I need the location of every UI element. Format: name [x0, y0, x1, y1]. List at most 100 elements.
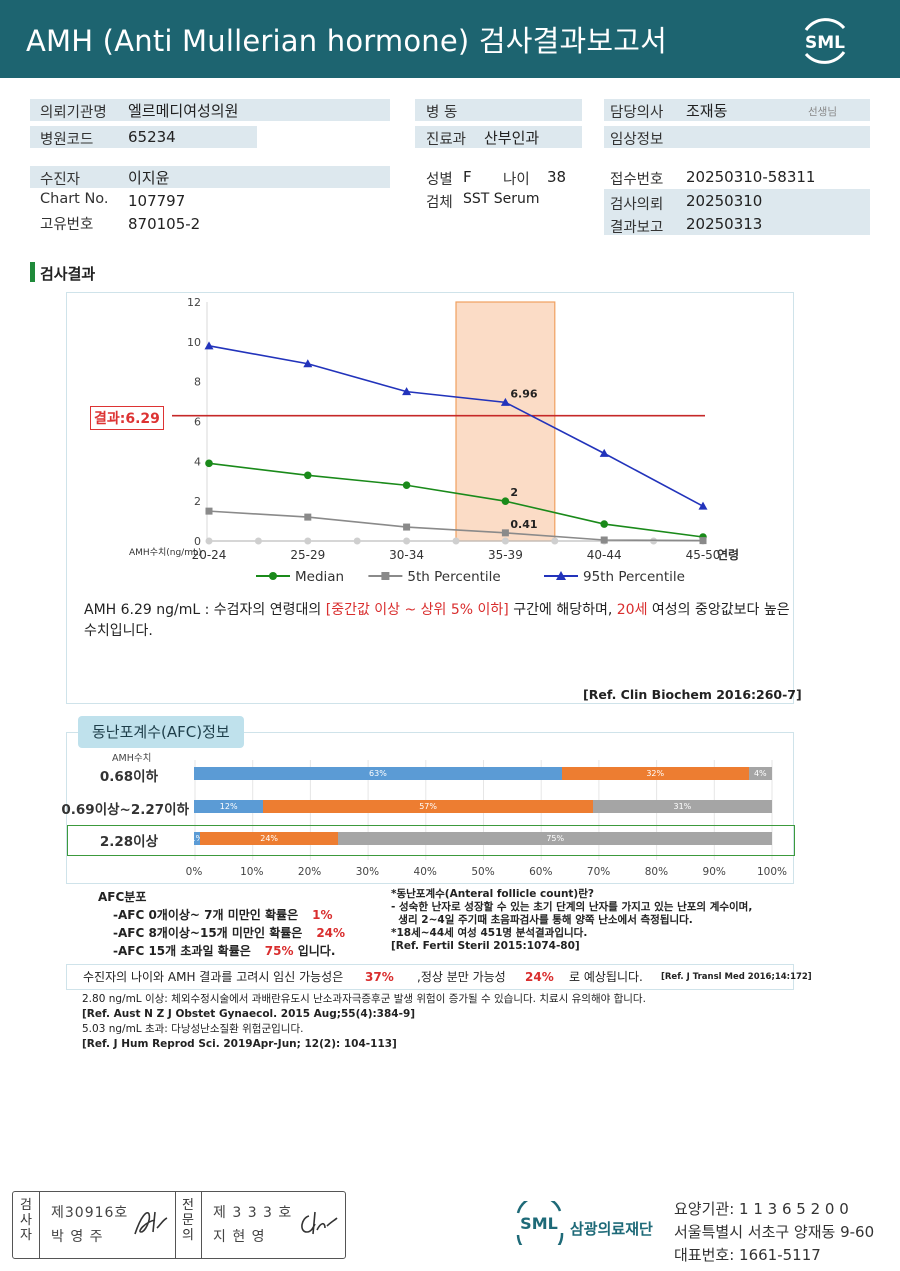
afc-dist-row: -AFC 15개 초과일 확률은 75% 입니다.	[113, 942, 345, 960]
unique-no-label: 고유번호	[40, 217, 94, 233]
afc-segment: 31%	[592, 800, 772, 813]
x-tick-label: 25-29	[290, 548, 325, 562]
afc-bar: 1%24%75%	[194, 832, 772, 845]
requesting-org-value: 엘르메디여성의원	[128, 102, 239, 120]
x-axis-dot	[452, 537, 460, 545]
afc-amh-label: AMH수치	[112, 753, 152, 764]
note-ref: [Ref. J Hum Reprod Sci. 2019Apr-Jun; 12(…	[82, 1038, 397, 1050]
doctor-value: 조재동	[686, 102, 728, 120]
y-axis-label: AMH수치(ng/mL)	[129, 546, 202, 558]
afc-tick-label: 60%	[529, 866, 553, 878]
x-tick-label: 20-24	[192, 548, 227, 562]
chart-description: AMH 6.29 ng/mL : 수검자의 연령대의 [중간값 이상 ~ 상위 …	[84, 600, 800, 642]
sml-logo-text: SML	[805, 33, 845, 53]
info-bar-clinical	[604, 126, 870, 148]
x-axis-dot	[403, 537, 411, 545]
description-part3: 여성의 중앙값보다 높은 수치입니다.	[84, 602, 790, 639]
sml-logo-icon: SML	[804, 18, 846, 64]
afc-def-line: *18세~44세 여성 451명 분석결과입니다.	[391, 927, 588, 939]
data-point	[204, 341, 214, 350]
inspector-name: 박 영 주	[51, 1229, 104, 1245]
afc-title-tab: 동난포계수(AFC)정보	[78, 716, 244, 748]
y-tick-label: 6	[194, 416, 201, 429]
data-point	[501, 497, 510, 505]
description-part1: AMH 6.29 ng/mL : 수검자의 연령대의	[84, 602, 326, 618]
clinical-info-label: 임상정보	[610, 132, 664, 148]
afc-tick-label: 50%	[471, 866, 495, 878]
afc-segment: 32%	[561, 767, 749, 780]
legend-marker	[556, 571, 566, 580]
specimen-value: SST Serum	[463, 191, 540, 207]
note-line: 5.03 ng/mL 초과: 다낭성난소질환 위험군입니다.	[82, 1023, 304, 1035]
data-point	[304, 471, 312, 480]
y-tick-label: 2	[194, 495, 201, 508]
afc-segment: 75%	[338, 832, 772, 845]
afc-dist-title: AFC분포	[98, 890, 147, 904]
afc-highlight-row	[67, 825, 795, 856]
agency-number: 요양기관: 1 1 3 6 5 2 0 0	[674, 1200, 849, 1218]
data-point	[205, 459, 213, 468]
data-point	[403, 523, 411, 531]
ward-label: 병 동	[426, 105, 458, 121]
afc-def-line: [Ref. Fertil Steril 2015:1074-80]	[391, 940, 580, 952]
specialist-number: 제 3 3 3 호	[213, 1205, 293, 1221]
age-label: 나이	[503, 172, 530, 188]
info-bar-code	[30, 126, 257, 148]
chart-reference: [Ref. Clin Biochem 2016:260-7]	[583, 687, 802, 702]
afc-row-label: 0.69이상~2.27이하	[61, 802, 189, 818]
specialist-signature-icon	[301, 1211, 338, 1235]
highlight-band	[455, 301, 556, 542]
afc-dist-text: -AFC 8개이상~15개 미만인 확률은	[113, 926, 303, 940]
y-tick-label: 4	[194, 455, 201, 468]
signature-divider	[201, 1192, 202, 1258]
afc-def-line: - 성숙한 난자로 성장할 수 있는 초기 단계의 난자를 가지고 있는 난포의…	[391, 901, 753, 913]
afc-dist-value: 75%	[264, 944, 294, 958]
afc-bar: 63% 32% 4%	[194, 767, 772, 780]
afc-tick-label: 40%	[413, 866, 437, 878]
data-label: 2	[510, 486, 518, 499]
pregnancy-rate: 37%	[365, 970, 394, 984]
afc-dist-value: 1%	[312, 908, 333, 922]
info-bar-doctor	[604, 99, 870, 121]
series-line	[208, 462, 704, 538]
afc-tick-label: 100%	[756, 866, 788, 878]
data-point	[303, 359, 313, 368]
requesting-org-label: 의뢰기관명	[40, 105, 107, 121]
afc-segment: 4%	[748, 767, 772, 780]
afc-tick-label: 70%	[586, 866, 611, 878]
x-axis-dot	[501, 537, 509, 545]
specialist-name: 지 현 영	[213, 1229, 266, 1245]
data-point	[600, 520, 608, 528]
data-point	[698, 501, 708, 510]
afc-dist-text: -AFC 15개 초과일 확률은	[113, 944, 251, 958]
report-date-label: 결과보고	[610, 220, 664, 236]
afc-tick-label: 20%	[297, 866, 322, 878]
afc-dist-suffix: 입니다.	[293, 944, 336, 958]
legend-marker	[381, 572, 390, 580]
afc-dist-value: 24%	[316, 926, 346, 940]
pregnancy-text1: 수진자의 나이와 AMH 결과를 고려시 임신 가능성은	[83, 970, 344, 984]
x-axis-dot	[304, 537, 312, 545]
pregnancy-ref: [Ref. J Transl Med 2016;14:172]	[661, 972, 812, 982]
data-point	[304, 513, 312, 521]
y-tick-label: 10	[187, 336, 201, 349]
x-axis-dot	[551, 537, 559, 545]
afc-def-line: 생리 2~4일 주기때 초음파검사를 통해 양쪽 난소에서 측정됩니다.	[391, 914, 693, 926]
data-point	[699, 537, 707, 545]
section-marker	[30, 262, 35, 282]
page-title: AMH (Anti Mullerian hormone) 검사결과보고서	[26, 24, 668, 58]
afc-dist-row: -AFC 8개이상~15개 미만인 확률은 24%	[113, 924, 345, 942]
patient-label: 수진자	[40, 172, 81, 188]
note-ref: [Ref. Aust N Z J Obstet Gynaecol. 2015 A…	[82, 1008, 416, 1020]
data-point	[402, 481, 411, 490]
afc-panel	[66, 732, 794, 884]
header-bar	[0, 0, 900, 78]
sml-footer-logo-text: SML	[520, 1214, 558, 1233]
pregnancy-summary: 수진자의 나이와 AMH 결과를 고려시 임신 가능성은 37% ,정상 분만 …	[66, 964, 812, 990]
y-tick-label: 0	[194, 535, 201, 548]
pregnancy-text3: 로 예상됩니다.	[569, 970, 643, 984]
data-point	[205, 507, 213, 515]
data-point	[402, 387, 412, 396]
